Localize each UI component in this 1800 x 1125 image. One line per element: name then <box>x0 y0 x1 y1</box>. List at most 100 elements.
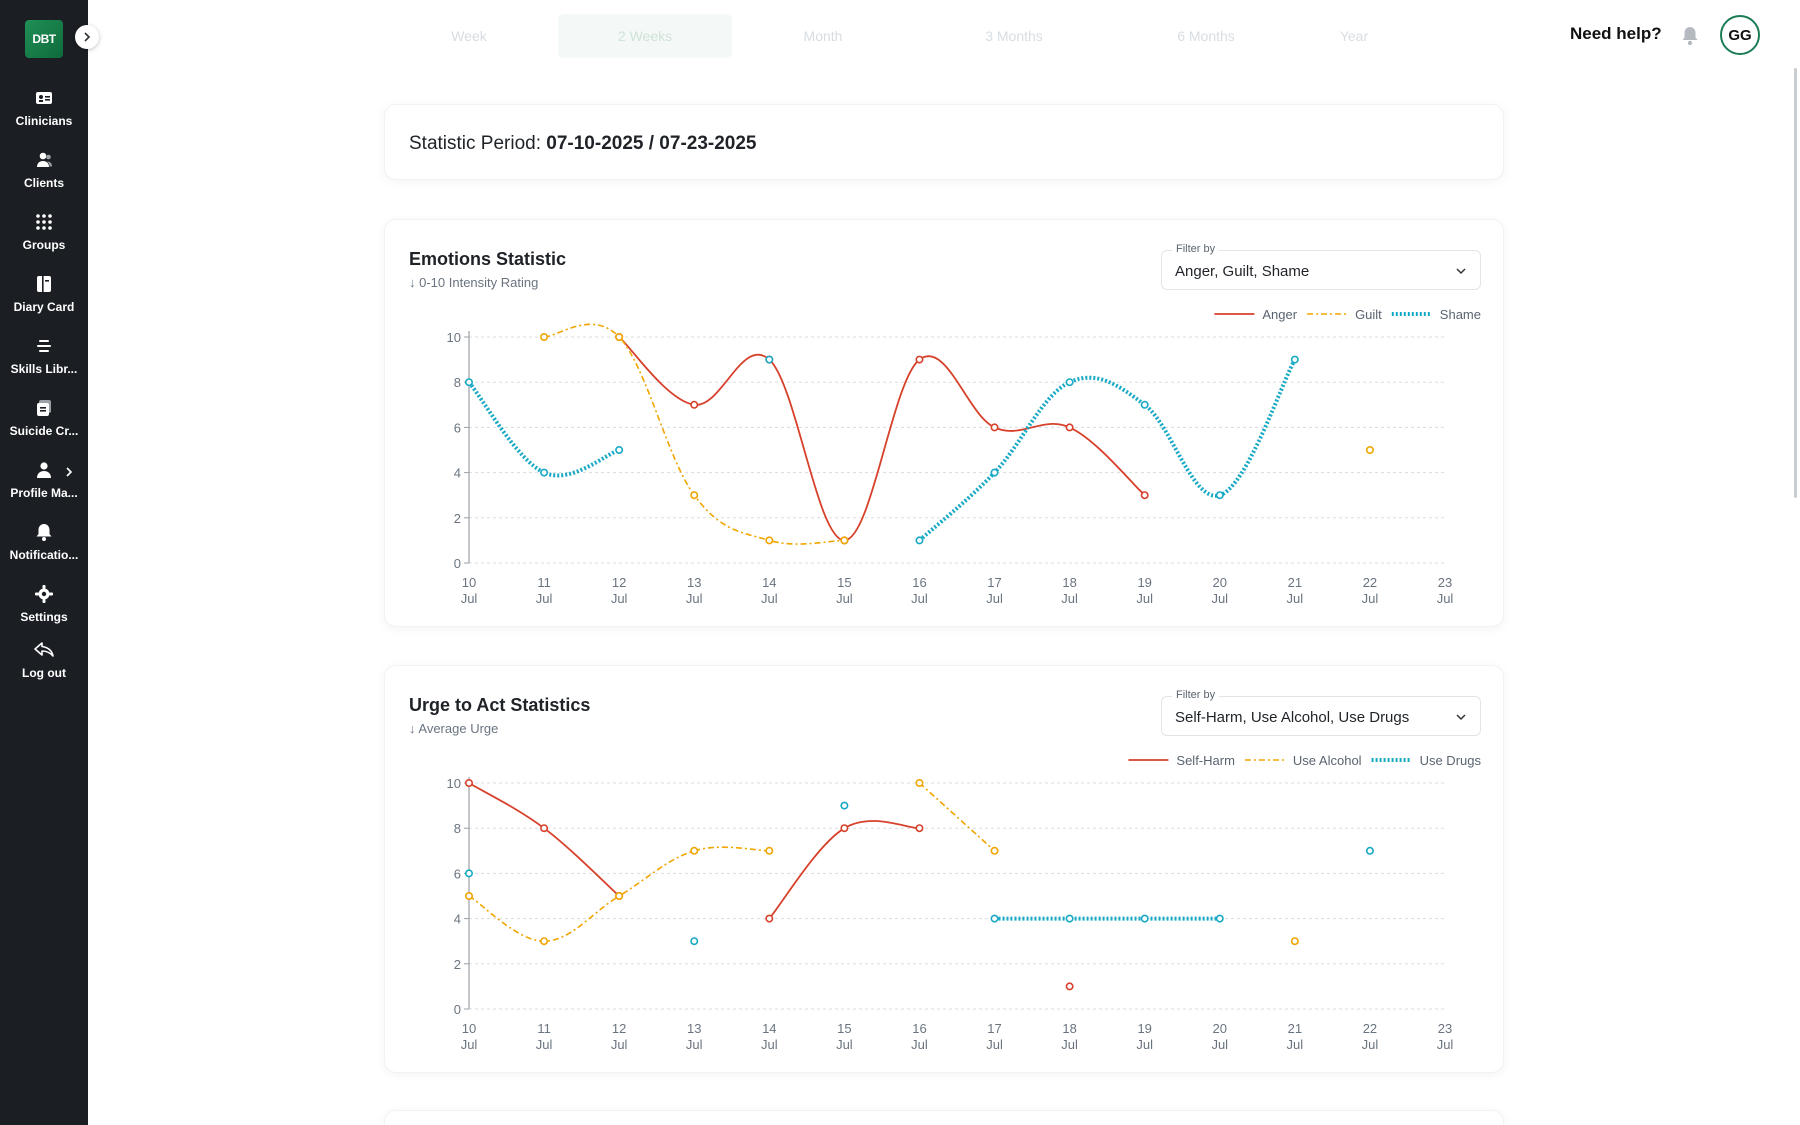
sidebar-item-settings[interactable]: Settings <box>0 584 88 636</box>
urges-filter-select[interactable]: Filter by Self-Harm, Use Alcohol, Use Dr… <box>1161 689 1481 736</box>
tab-2-weeks[interactable]: 2 Weeks <box>558 14 732 58</box>
emotions-line-chart: Shame Guilt Anger 0 2 4 6 8 10 10 Jul 11 Jul 12 Jul 13 J… <box>447 307 1481 606</box>
sidebar-item-skills-library[interactable]: Skills Libr... <box>0 336 88 388</box>
tab-week[interactable]: Week <box>451 28 487 44</box>
legend-label: Self-Harm <box>1176 753 1235 768</box>
data-point[interactable] <box>915 355 924 364</box>
series-use-alcohol <box>465 779 1299 946</box>
sidebar-toggle-button[interactable] <box>75 25 99 49</box>
data-point[interactable] <box>990 914 999 923</box>
sidebar-item-label: Skills Libr... <box>10 362 78 376</box>
y-tick-label: 0 <box>454 556 461 571</box>
data-point[interactable] <box>615 892 624 901</box>
data-point[interactable] <box>1065 423 1074 432</box>
emotions-statistic-card: Emotions Statistic ↓ 0-10 Intensity Rati… <box>384 219 1504 627</box>
sidebar-item-clients[interactable]: Clients <box>0 150 88 202</box>
data-point[interactable] <box>615 446 624 455</box>
data-point[interactable] <box>765 355 774 364</box>
data-point[interactable] <box>690 491 699 500</box>
tab-year[interactable]: Year <box>1339 28 1369 44</box>
gear-icon <box>35 585 53 603</box>
filter-label: Filter by <box>1172 689 1220 701</box>
data-point[interactable] <box>1215 914 1224 923</box>
legend-label: Guilt <box>1355 307 1382 322</box>
data-point[interactable] <box>765 536 774 545</box>
sidebar-item-suicide-crisis[interactable]: Suicide Cr... <box>0 398 88 450</box>
data-point[interactable] <box>1140 491 1149 500</box>
data-point[interactable] <box>1065 378 1074 387</box>
list-lines-icon <box>37 340 51 352</box>
emotions-filter-select[interactable]: Filter by Anger, Guilt, Shame <box>1161 243 1481 290</box>
data-point[interactable] <box>615 333 624 342</box>
data-point[interactable] <box>915 536 924 545</box>
y-tick-label: 2 <box>454 957 461 972</box>
data-point[interactable] <box>690 937 699 946</box>
x-tick-label: 11 Jul <box>536 575 553 606</box>
series-use-drugs <box>465 801 1374 946</box>
tab-6-months[interactable]: 6 Months <box>1177 28 1235 44</box>
data-point[interactable] <box>1065 914 1074 923</box>
series-anger <box>615 333 1149 545</box>
legend-label: Shame <box>1440 307 1481 322</box>
sidebar-item-clinicians[interactable]: Clinicians <box>0 88 88 140</box>
avatar[interactable]: GG <box>1720 15 1760 55</box>
bell-icon[interactable] <box>1680 25 1700 47</box>
data-point[interactable] <box>1140 400 1149 409</box>
data-point[interactable] <box>915 779 924 788</box>
x-tick-label: 10 Jul <box>461 1021 478 1052</box>
data-point[interactable] <box>990 468 999 477</box>
series-shame <box>465 355 1299 545</box>
series-line <box>467 380 620 478</box>
chart-legend: Shame Guilt Anger <box>1214 307 1481 322</box>
data-point[interactable] <box>1065 982 1074 991</box>
data-point[interactable] <box>465 779 474 788</box>
data-point[interactable] <box>840 801 849 810</box>
data-point[interactable] <box>465 869 474 878</box>
data-point[interactable] <box>840 824 849 833</box>
tab-3-months[interactable]: 3 Months <box>985 28 1043 44</box>
x-tick-label: 17 Jul <box>986 1021 1003 1052</box>
x-tick-label: 22 Jul <box>1362 575 1379 606</box>
data-point[interactable] <box>540 333 549 342</box>
data-point[interactable] <box>540 468 549 477</box>
data-point[interactable] <box>1365 446 1374 455</box>
need-help-link[interactable]: Need help? <box>1570 24 1662 43</box>
data-point[interactable] <box>1290 355 1299 364</box>
data-point[interactable] <box>765 846 774 855</box>
scrollbar[interactable] <box>1794 68 1797 498</box>
data-point[interactable] <box>840 536 849 545</box>
urge-to-act-card: Urge to Act Statistics ↓ Average Urge Fi… <box>384 665 1504 1073</box>
data-point[interactable] <box>915 824 924 833</box>
statistic-period: Statistic Period: 07-10-2025 / 07-23-202… <box>409 133 757 155</box>
cards-icon <box>37 400 51 416</box>
data-point[interactable] <box>690 846 699 855</box>
data-point[interactable] <box>765 914 774 923</box>
sidebar-item-notifications[interactable]: Notificatio... <box>0 522 88 574</box>
filter-value: Anger, Guilt, Shame <box>1175 263 1310 280</box>
x-tick-label: 10 Jul <box>461 575 478 606</box>
data-point[interactable] <box>1365 846 1374 855</box>
chevron-right-icon[interactable] <box>64 466 74 478</box>
data-point[interactable] <box>990 423 999 432</box>
data-point[interactable] <box>1140 914 1149 923</box>
data-point[interactable] <box>1290 937 1299 946</box>
tab-month[interactable]: Month <box>803 28 843 44</box>
data-point[interactable] <box>465 892 474 901</box>
sidebar-item-label: Diary Card <box>13 300 75 314</box>
sidebar-item-diary-card[interactable]: Diary Card <box>0 274 88 326</box>
filter-label: Filter by <box>1172 243 1220 255</box>
data-point[interactable] <box>690 400 699 409</box>
data-point[interactable] <box>465 378 474 387</box>
card-title: Urge to Act Statistics <box>409 695 591 715</box>
data-point[interactable] <box>990 846 999 855</box>
sidebar-item-label: Suicide Cr... <box>9 424 79 438</box>
statistic-period-label: Statistic Period: <box>409 133 541 154</box>
data-point[interactable] <box>1215 491 1224 500</box>
series-line <box>918 358 1297 542</box>
sidebar-item-logout[interactable]: Log out <box>0 640 88 692</box>
sidebar-item-groups[interactable]: Groups <box>0 212 88 264</box>
data-point[interactable] <box>540 824 549 833</box>
sidebar-item-profile-management[interactable]: Profile Ma... <box>0 460 88 512</box>
x-tick-label: 21 Jul <box>1287 1021 1304 1052</box>
data-point[interactable] <box>540 937 549 946</box>
